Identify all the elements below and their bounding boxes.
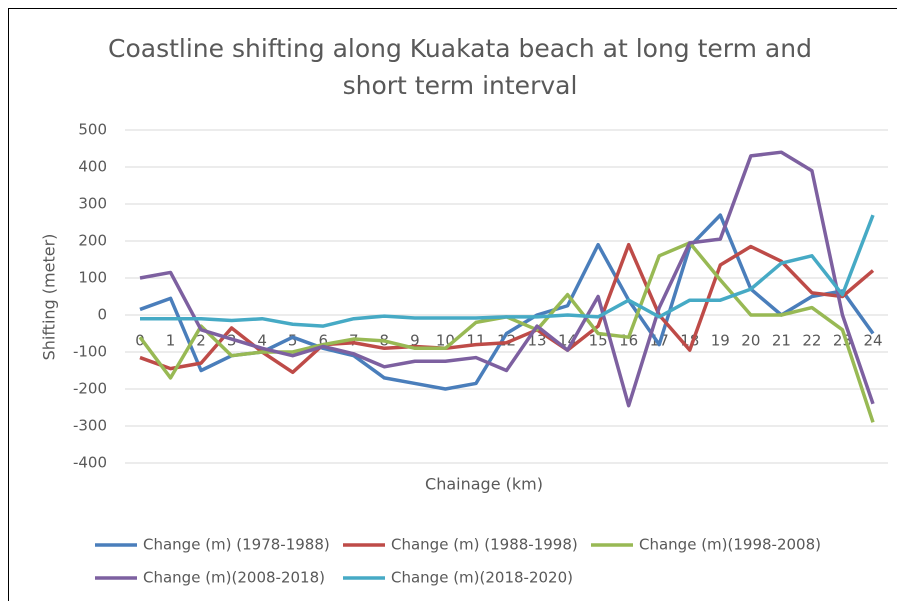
y-tick-label: 100: [78, 269, 107, 287]
x-tick-label: 6: [318, 332, 328, 350]
y-tick-label: -300: [73, 417, 107, 435]
y-tick-label: 400: [78, 158, 107, 176]
y-axis-label: Shifting (meter): [40, 234, 59, 361]
y-tick-label: 0: [97, 306, 107, 324]
legend-label: Change (m)(1998-2008): [639, 536, 821, 554]
x-tick-label: 5: [288, 332, 298, 350]
x-tick-label: 12: [497, 332, 516, 350]
x-tick-label: 21: [772, 332, 791, 350]
line-series: [140, 214, 875, 328]
y-tick-label: 300: [78, 195, 107, 213]
legend-label: Change (m)(2008-2018): [143, 569, 325, 587]
x-tick-label: 9: [410, 332, 420, 350]
legend-label: Change (m) (1988-1998): [391, 536, 578, 554]
legend-label: Change (m) (1978-1988): [143, 536, 330, 554]
x-tick-label: 24: [863, 332, 882, 350]
x-tick-label: 19: [711, 332, 730, 350]
x-tick-label: 0: [135, 332, 145, 350]
legend-label: Change (m)(2018-2020): [391, 569, 573, 587]
y-tick-label: -200: [73, 380, 107, 398]
x-tick-label: 1: [166, 332, 176, 350]
chart-border: [8, 8, 897, 601]
y-tick-label: -100: [73, 343, 107, 361]
y-tick-label: -400: [73, 454, 107, 472]
x-tick-label: 4: [257, 332, 267, 350]
x-axis-label: Chainage (km): [425, 475, 543, 494]
x-tick-label: 15: [589, 332, 608, 350]
line-series: [139, 150, 875, 408]
y-tick-label: 500: [78, 121, 107, 139]
x-tick-label: 22: [802, 332, 821, 350]
x-tick-label: 2: [196, 332, 206, 350]
chart-title: Coastline shifting along Kuakata beach a…: [108, 34, 812, 100]
x-tick-label: 20: [741, 332, 760, 350]
y-tick-label: 200: [78, 232, 107, 250]
